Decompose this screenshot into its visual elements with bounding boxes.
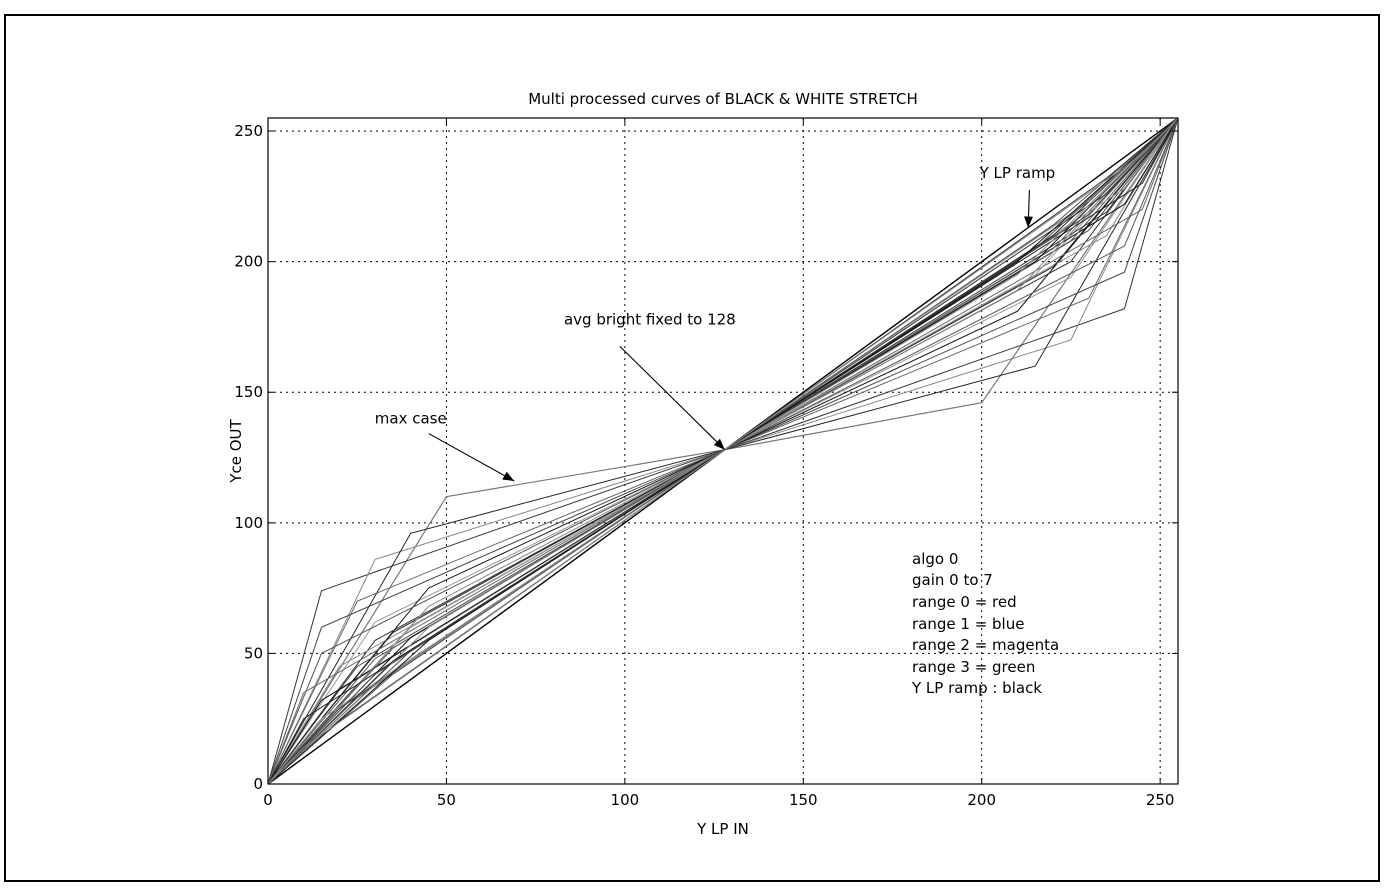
x-tick-label: 0 <box>263 791 273 809</box>
legend-line: range 3 = green <box>912 658 1035 676</box>
x-tick-label: 200 <box>967 791 996 809</box>
x-axis-label: Y LP IN <box>696 820 749 838</box>
x-tick-label: 50 <box>437 791 456 809</box>
annotation-arrow-head <box>713 438 725 450</box>
annotation-arrow-shaft <box>428 433 515 482</box>
legend-line: Y LP ramp : black <box>911 679 1042 697</box>
legend-text-block: algo 0 gain 0 to 7 range 0 = red range 1… <box>911 550 1059 697</box>
x-tick-label: 100 <box>611 791 640 809</box>
annotation-label: avg bright fixed to 128 <box>564 310 736 328</box>
legend-line: range 0 = red <box>912 593 1017 611</box>
y-tick-label: 50 <box>244 644 263 662</box>
legend-line: range 1 = blue <box>912 615 1024 633</box>
plot-area-border <box>267 117 1179 785</box>
series-group <box>267 117 1179 785</box>
legend-line: gain 0 to 7 <box>912 571 993 589</box>
annotation-arrow-shaft <box>619 345 726 451</box>
y-tick-label: 100 <box>234 514 263 532</box>
annotation-arrow-head <box>1024 216 1033 228</box>
ticks: 0 50 100 150 200 250 0 50 100 150 200 250 <box>234 118 1178 809</box>
x-tick-label: 250 <box>1146 791 1175 809</box>
annotation-arrow-head <box>502 471 515 482</box>
y-tick-label: 0 <box>253 775 263 793</box>
y-tick-label: 250 <box>234 122 263 140</box>
x-tick-label: 150 <box>789 791 818 809</box>
y-axis-label: Yce OUT <box>227 418 245 483</box>
legend-line: algo 0 <box>912 550 958 568</box>
annotations: Y LP ramp avg bright fixed to 128 max case <box>375 164 1056 482</box>
y-tick-label: 200 <box>234 253 263 271</box>
figure-frame <box>4 14 1380 882</box>
annotation-label: Y LP ramp <box>979 164 1056 182</box>
annotation-label: max case <box>375 410 447 428</box>
legend-line: range 2 = magenta <box>912 636 1059 654</box>
chart-title: Multi processed curves of BLACK & WHITE … <box>528 90 918 108</box>
series-line <box>267 117 1179 785</box>
y-tick-label: 150 <box>234 383 263 401</box>
